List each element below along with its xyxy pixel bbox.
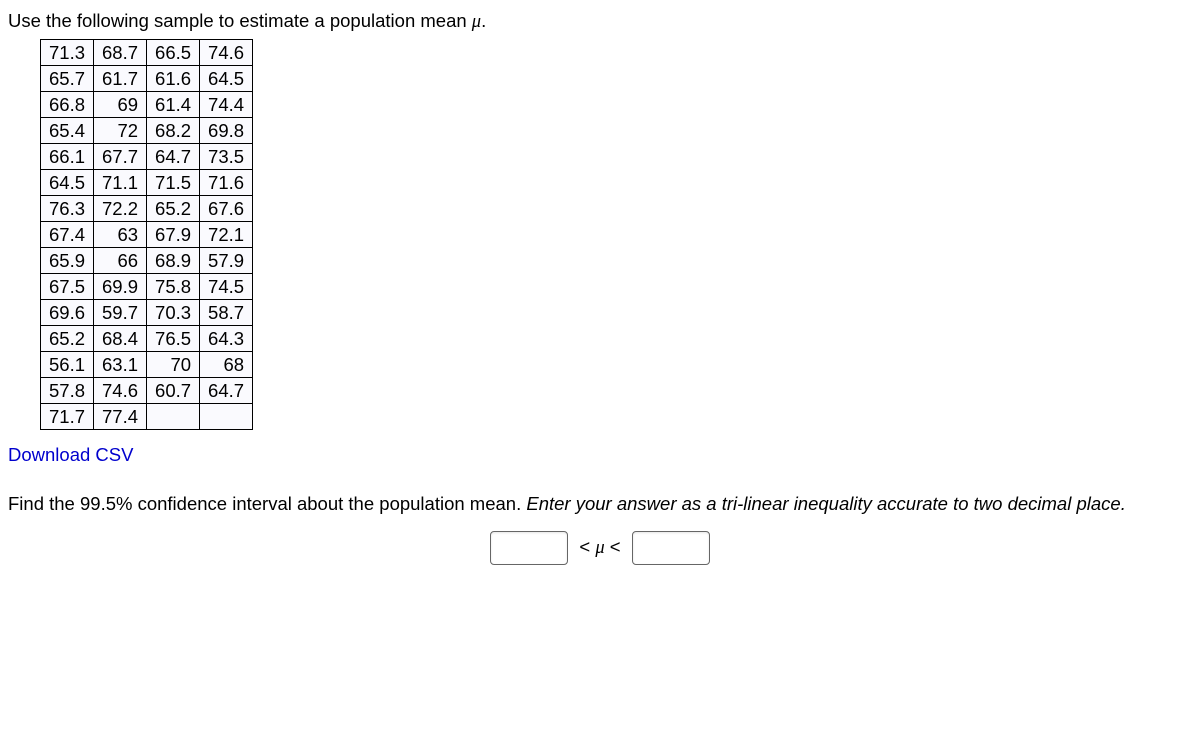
table-row: 76.372.265.267.6: [41, 196, 253, 222]
table-cell: 57.8: [41, 378, 94, 404]
table-cell: [147, 404, 200, 430]
table-cell: 72.2: [94, 196, 147, 222]
table-cell: [200, 404, 253, 430]
question-text: Find the 99.5% confidence interval about…: [8, 492, 1192, 517]
answer-row: < μ <: [8, 531, 1192, 565]
table-cell: 68.7: [94, 40, 147, 66]
table-cell: 65.9: [41, 248, 94, 274]
table-row: 67.46367.972.1: [41, 222, 253, 248]
table-cell: 65.7: [41, 66, 94, 92]
ineq-mu: μ: [595, 538, 604, 558]
table-row: 67.569.975.874.5: [41, 274, 253, 300]
table-cell: 69.9: [94, 274, 147, 300]
table-row: 71.368.766.574.6: [41, 40, 253, 66]
table-cell: 64.3: [200, 326, 253, 352]
table-cell: 71.1: [94, 170, 147, 196]
table-cell: 69: [94, 92, 147, 118]
table-cell: 74.6: [200, 40, 253, 66]
table-cell: 77.4: [94, 404, 147, 430]
table-cell: 64.7: [200, 378, 253, 404]
table-cell: 76.5: [147, 326, 200, 352]
table-cell: 66.1: [41, 144, 94, 170]
table-cell: 64.5: [41, 170, 94, 196]
ineq-left: <: [579, 536, 590, 557]
question-part1: Find the 99.5% confidence interval about…: [8, 493, 526, 514]
table-cell: 71.3: [41, 40, 94, 66]
table-cell: 74.5: [200, 274, 253, 300]
ineq-right: <: [610, 536, 621, 557]
table-cell: 73.5: [200, 144, 253, 170]
table-cell: 67.4: [41, 222, 94, 248]
sample-data-table: 71.368.766.574.665.761.761.664.566.86961…: [40, 39, 253, 430]
table-cell: 67.9: [147, 222, 200, 248]
table-cell: 66: [94, 248, 147, 274]
table-row: 69.659.770.358.7: [41, 300, 253, 326]
table-cell: 71.7: [41, 404, 94, 430]
table-row: 65.268.476.564.3: [41, 326, 253, 352]
prompt-prefix: Use the following sample to estimate a p…: [8, 10, 472, 31]
table-cell: 65.2: [41, 326, 94, 352]
table-cell: 65.2: [147, 196, 200, 222]
table-cell: 59.7: [94, 300, 147, 326]
table-cell: 74.6: [94, 378, 147, 404]
upper-bound-input[interactable]: [632, 531, 710, 565]
table-row: 66.167.764.773.5: [41, 144, 253, 170]
table-cell: 61.4: [147, 92, 200, 118]
table-cell: 70.3: [147, 300, 200, 326]
table-cell: 69.8: [200, 118, 253, 144]
table-cell: 67.7: [94, 144, 147, 170]
table-cell: 68.4: [94, 326, 147, 352]
table-cell: 75.8: [147, 274, 200, 300]
table-row: 65.47268.269.8: [41, 118, 253, 144]
question-part2: Enter your answer as a tri-linear inequa…: [526, 493, 1125, 514]
inequality-text: < μ <: [573, 536, 631, 557]
table-cell: 67.5: [41, 274, 94, 300]
table-cell: 61.7: [94, 66, 147, 92]
table-cell: 68.2: [147, 118, 200, 144]
mu-symbol: μ: [472, 12, 481, 32]
table-cell: 67.6: [200, 196, 253, 222]
table-row: 57.874.660.764.7: [41, 378, 253, 404]
table-row: 71.777.4: [41, 404, 253, 430]
table-cell: 64.7: [147, 144, 200, 170]
table-cell: 63.1: [94, 352, 147, 378]
table-cell: 58.7: [200, 300, 253, 326]
lower-bound-input[interactable]: [490, 531, 568, 565]
table-cell: 76.3: [41, 196, 94, 222]
table-row: 65.761.761.664.5: [41, 66, 253, 92]
table-cell: 66.8: [41, 92, 94, 118]
table-row: 64.571.171.571.6: [41, 170, 253, 196]
table-cell: 65.4: [41, 118, 94, 144]
table-cell: 74.4: [200, 92, 253, 118]
prompt-suffix: .: [481, 10, 486, 31]
table-cell: 57.9: [200, 248, 253, 274]
download-csv-link[interactable]: Download CSV: [8, 444, 133, 466]
table-cell: 63: [94, 222, 147, 248]
table-cell: 61.6: [147, 66, 200, 92]
table-cell: 64.5: [200, 66, 253, 92]
table-cell: 70: [147, 352, 200, 378]
table-cell: 68: [200, 352, 253, 378]
table-cell: 56.1: [41, 352, 94, 378]
table-cell: 71.5: [147, 170, 200, 196]
table-cell: 72: [94, 118, 147, 144]
table-cell: 72.1: [200, 222, 253, 248]
table-cell: 69.6: [41, 300, 94, 326]
table-cell: 71.6: [200, 170, 253, 196]
table-cell: 68.9: [147, 248, 200, 274]
table-cell: 66.5: [147, 40, 200, 66]
table-cell: 60.7: [147, 378, 200, 404]
table-row: 66.86961.474.4: [41, 92, 253, 118]
table-row: 65.96668.957.9: [41, 248, 253, 274]
prompt-text: Use the following sample to estimate a p…: [8, 10, 1192, 33]
table-row: 56.163.17068: [41, 352, 253, 378]
